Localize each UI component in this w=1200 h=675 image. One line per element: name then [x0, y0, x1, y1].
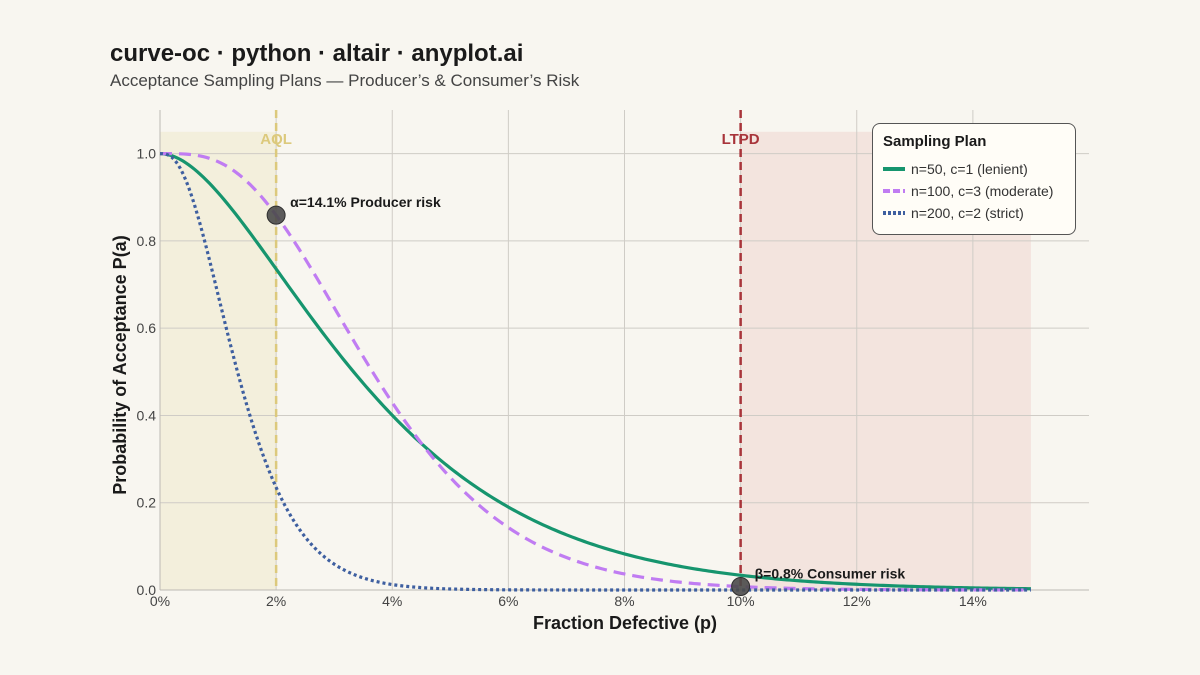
y-tick-label: 0.2	[137, 495, 157, 511]
x-tick-label: 12%	[843, 593, 871, 609]
legend-title: Sampling Plan	[883, 133, 987, 150]
x-tick-label: 8%	[614, 593, 634, 609]
risk-marker	[731, 577, 751, 597]
y-tick-label: 0.0	[137, 582, 157, 598]
risk-marker	[266, 205, 286, 225]
x-tick-label: 14%	[959, 593, 987, 609]
y-tick-label: 0.6	[137, 320, 157, 336]
risk-annotation: β=0.8% Consumer risk	[755, 566, 906, 582]
x-tick-label: 4%	[382, 593, 402, 609]
ltpd-label: LTPD	[722, 131, 760, 148]
x-tick-label: 10%	[727, 593, 755, 609]
x-tick-label: 2%	[266, 593, 286, 609]
legend: Sampling Plan n=50, c=1 (lenient) n=100, …	[872, 123, 1076, 235]
aql-region	[160, 131, 277, 590]
x-tick-label: 0%	[150, 593, 170, 609]
aql-label: AQL	[260, 131, 292, 148]
legend-swatch	[883, 211, 905, 215]
y-tick-label: 1.0	[137, 146, 157, 162]
risk-annotation: α=14.1% Producer risk	[290, 194, 441, 210]
y-axis-title: Probability of Acceptance P(a)	[110, 235, 130, 494]
oc-curve-2	[160, 152, 1031, 592]
x-axis-title: Fraction Defective (p)	[533, 613, 717, 633]
legend-swatch	[883, 167, 905, 171]
legend-item: n=200, c=2 (strict)	[883, 202, 1065, 224]
legend-label: n=200, c=2 (strict)	[911, 205, 1024, 221]
legend-item: n=50, c=1 (lenient)	[883, 158, 1065, 180]
chart-subtitle: Acceptance Sampling Plans — Producer’s &…	[110, 71, 580, 90]
legend-label: n=100, c=3 (moderate)	[911, 183, 1054, 199]
y-tick-label: 0.4	[137, 407, 157, 423]
x-tick-label: 6%	[498, 593, 518, 609]
y-tick-label: 0.8	[137, 233, 157, 249]
chart-title: curve-oc · python · altair · anyplot.ai	[110, 40, 524, 67]
legend-item: n=100, c=3 (moderate)	[883, 180, 1065, 202]
legend-label: n=50, c=1 (lenient)	[911, 161, 1028, 177]
oc-curve-1	[159, 152, 1031, 591]
legend-swatch	[883, 189, 905, 193]
